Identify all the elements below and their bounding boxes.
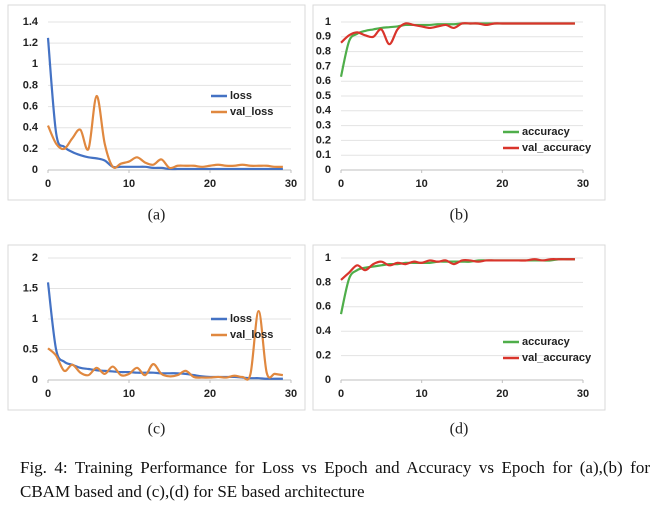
series-line — [47, 309, 284, 381]
subcaption: (d) — [450, 421, 469, 438]
y-tick-label: 0.3 — [316, 120, 331, 132]
y-tick-label: 0 — [325, 374, 331, 386]
subcaption: (b) — [450, 207, 469, 224]
legend-label: accuracy — [522, 336, 571, 348]
y-tick-label: 0.2 — [316, 134, 331, 146]
y-tick-label: 0.4 — [316, 105, 332, 117]
x-tick-label: 20 — [204, 388, 216, 400]
legend-label: loss — [230, 90, 252, 102]
caption: Fig. 4: Training Performance for Loss vs… — [20, 458, 650, 501]
x-tick-label: 20 — [204, 178, 216, 190]
y-tick-label: 1.4 — [23, 16, 39, 28]
y-tick-label: 0.8 — [23, 79, 38, 91]
y-tick-label: 1.5 — [23, 282, 38, 294]
figure: 00.20.40.60.811.21.40 10 20 30lossval_loss(… — [7, 4, 606, 438]
series-line — [340, 22, 575, 46]
y-tick-label: 1 — [325, 252, 331, 264]
x-tick-label: 30 — [285, 178, 297, 190]
legend-label: val_accuracy — [522, 142, 592, 154]
legend-label: accuracy — [522, 126, 571, 138]
x-tick-label: 0 — [45, 178, 51, 190]
x-tick-label: 0 — [338, 388, 344, 400]
chart-frame — [312, 4, 606, 201]
y-tick-label: 0.8 — [316, 276, 331, 288]
x-tick-label: 20 — [496, 178, 508, 190]
y-tick-label: 0 — [32, 374, 38, 386]
y-tick-label: 0.6 — [316, 75, 331, 87]
x-tick-label: 10 — [123, 388, 135, 400]
y-tick-label: 0.9 — [316, 31, 331, 43]
series-line — [339, 22, 575, 78]
y-tick-label: 0 — [325, 164, 331, 176]
y-tick-label: 0.4 — [23, 122, 39, 134]
x-tick-label: 30 — [577, 388, 589, 400]
y-tick-label: 1 — [325, 16, 331, 28]
y-tick-label: 2 — [32, 252, 38, 264]
y-tick-label: 1 — [32, 58, 38, 70]
y-tick-label: 0.6 — [316, 301, 331, 313]
y-tick-label: 0.7 — [316, 60, 331, 72]
y-tick-label: 0.2 — [316, 350, 331, 362]
x-tick-label: 0 — [45, 388, 51, 400]
x-tick-label: 10 — [416, 388, 428, 400]
series-line — [340, 258, 575, 281]
chart-frame — [7, 244, 306, 411]
legend-label: val_accuracy — [522, 352, 592, 364]
legend-label: val_loss — [230, 106, 273, 118]
y-tick-label: 0.4 — [316, 325, 332, 337]
series-line — [46, 37, 283, 171]
chart-frame — [312, 244, 606, 411]
y-tick-label: 1.2 — [23, 37, 38, 49]
y-tick-label: 0.1 — [316, 149, 331, 161]
legend-label: val_loss — [230, 329, 273, 341]
y-tick-label: 0.5 — [23, 343, 38, 355]
y-tick-label: 0.8 — [316, 46, 331, 58]
y-tick-label: 0.2 — [23, 143, 38, 155]
x-tick-label: 20 — [496, 388, 508, 400]
subcaption: (a) — [148, 207, 166, 224]
y-tick-label: 0 — [32, 164, 38, 176]
series-line — [339, 258, 575, 315]
x-tick-label: 10 — [123, 178, 135, 190]
y-tick-label: 0.6 — [23, 100, 38, 112]
subcaption: (c) — [148, 421, 166, 438]
y-tick-label: 0.5 — [316, 90, 331, 102]
x-tick-label: 10 — [416, 178, 428, 190]
y-tick-label: 1 — [32, 313, 38, 325]
chart-frame — [7, 4, 306, 201]
x-tick-label: 30 — [577, 178, 589, 190]
x-tick-label: 30 — [285, 388, 297, 400]
series-line — [46, 94, 283, 170]
legend-label: loss — [230, 313, 252, 325]
x-tick-label: 0 — [338, 178, 344, 190]
